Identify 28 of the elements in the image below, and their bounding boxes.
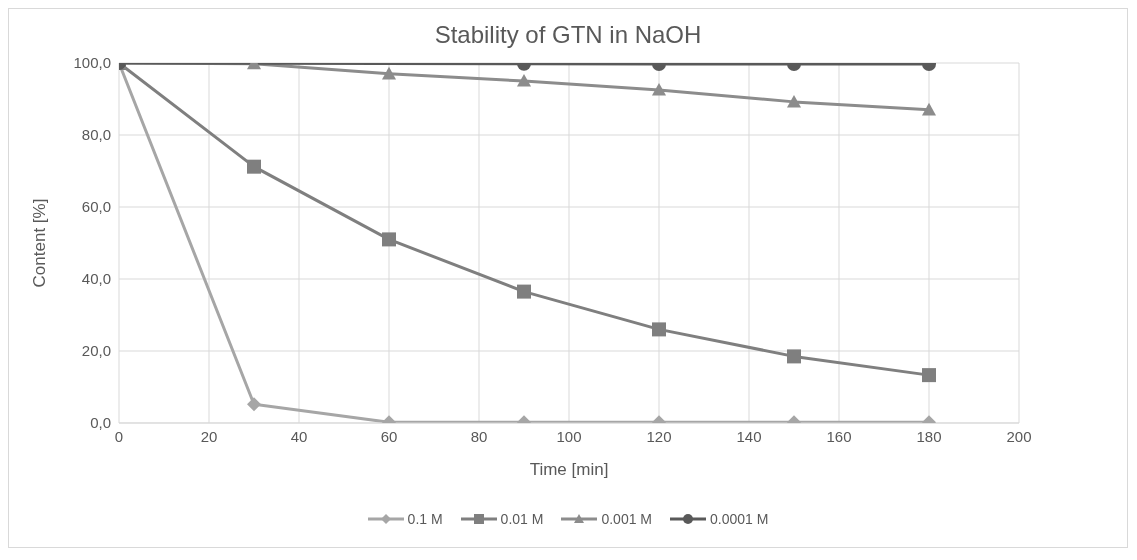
- chart-title: Stability of GTN in NaOH: [433, 21, 703, 49]
- legend-label: 0.0001 M: [710, 511, 769, 527]
- y-tick-label: 40,0: [81, 270, 111, 288]
- x-axis-title: Time [min]: [529, 460, 609, 479]
- y-tick-label: 0,0: [90, 414, 111, 432]
- x-tick-label: 80: [470, 427, 488, 445]
- x-tick-label: 20: [200, 427, 218, 445]
- x-tick-label: 140: [736, 427, 762, 445]
- point: [517, 284, 531, 299]
- legend-label: 0.001 M: [601, 511, 653, 527]
- legend-label: 0.1 M: [407, 511, 443, 527]
- x-tick-label: 200: [1006, 427, 1032, 445]
- x-tick-label: 180: [916, 427, 942, 445]
- x-tick-label: 100: [556, 427, 582, 445]
- x-tick-label: 120: [646, 427, 672, 445]
- point: [652, 322, 666, 337]
- x-tick-label: 40: [290, 427, 308, 445]
- y-tick-label: 20,0: [81, 342, 111, 360]
- y-tick-label: 80,0: [81, 126, 111, 144]
- y-tick-label: 100,0: [73, 54, 111, 72]
- y-tick-label: 60,0: [81, 198, 111, 216]
- x-tick-label: 60: [380, 427, 398, 445]
- point: [247, 159, 261, 174]
- point: [382, 232, 396, 247]
- x-tick-label: 160: [826, 427, 852, 445]
- legend-label: 0.01 M: [500, 511, 544, 527]
- x-tick-label: 0: [114, 427, 124, 445]
- y-axis-title: Content [%]: [30, 198, 50, 288]
